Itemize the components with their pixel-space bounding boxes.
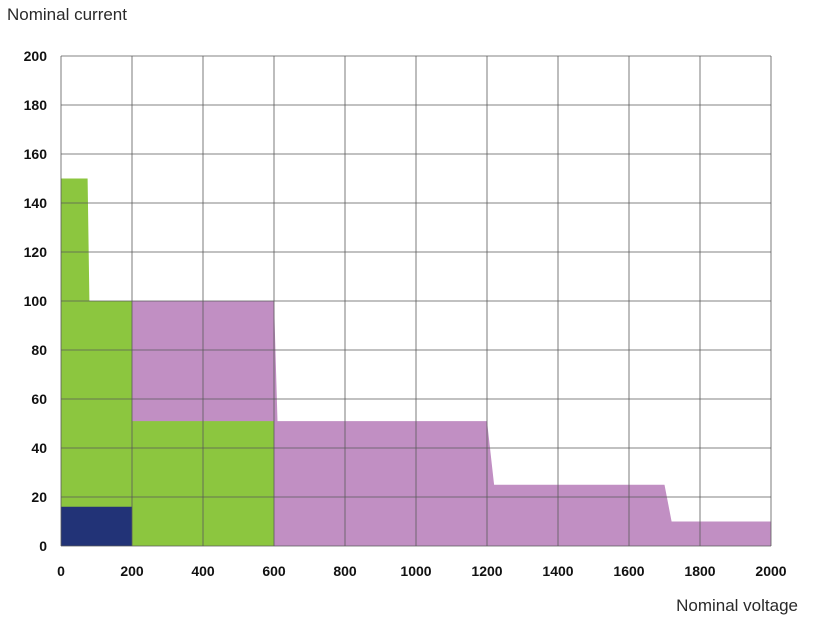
x-tick-label: 1200 [471,563,502,579]
y-tick-label: 60 [31,391,47,407]
y-tick-label: 200 [24,48,48,64]
x-tick-label: 400 [191,563,215,579]
y-tick-label: 160 [24,146,48,162]
x-tick-label: 1000 [400,563,431,579]
x-tick-label: 600 [262,563,286,579]
y-axis-title: Nominal current [7,5,127,24]
x-tick-label: 1800 [684,563,715,579]
x-tick-label: 1400 [542,563,573,579]
x-tick-label: 800 [333,563,357,579]
y-tick-label: 40 [31,440,47,456]
grid-lines [60,55,772,547]
y-tick-label: 0 [39,538,47,554]
x-tick-label: 2000 [755,563,786,579]
area-series-2 [61,506,132,546]
y-tick-label: 80 [31,342,47,358]
x-tick-labels: 0 200 400 600 800 1000 1200 1400 1600 1800 2000 [57,563,787,579]
x-tick-label: 200 [120,563,144,579]
x-tick-label: 0 [57,563,65,579]
x-axis-title: Nominal voltage [676,596,798,615]
x-tick-label: 1600 [613,563,644,579]
y-tick-label: 20 [31,489,47,505]
y-tick-label: 180 [24,97,48,113]
y-tick-label: 100 [24,293,48,309]
area-series-1 [61,178,274,546]
y-tick-label: 140 [24,195,48,211]
y-tick-labels: 0 20 40 60 80 100 120 140 160 180 200 [24,48,48,554]
y-tick-label: 120 [24,244,48,260]
